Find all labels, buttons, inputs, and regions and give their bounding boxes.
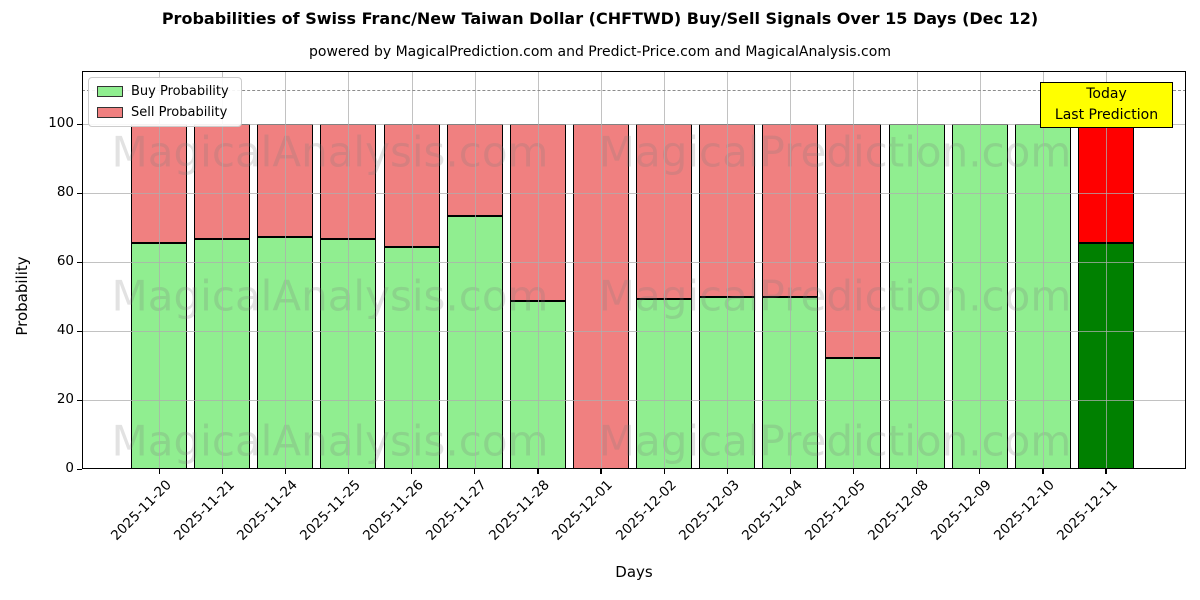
y-tick-label: 40 xyxy=(56,322,74,339)
h-gridline xyxy=(82,262,1186,264)
y-tick-mark xyxy=(77,123,82,125)
watermark-text: MagicalPrediction.com xyxy=(598,416,1072,466)
v-gridline xyxy=(790,71,792,469)
h-gridline xyxy=(82,193,1186,195)
v-gridline xyxy=(727,71,729,469)
watermark-text: MagicalPrediction.com xyxy=(598,271,1072,321)
chart-subtitle: powered by MagicalPrediction.com and Pre… xyxy=(309,44,891,60)
x-axis-title: Days xyxy=(615,563,653,581)
watermark-text: MagicalPrediction.com xyxy=(598,127,1072,177)
y-tick-mark xyxy=(77,261,82,263)
legend-item-sell: Sell Probability xyxy=(97,105,229,120)
legend: Buy Probability Sell Probability xyxy=(88,77,242,127)
x-tick-mark xyxy=(1105,469,1107,474)
plot-area: MagicalAnalysis.com MagicalPrediction.com… xyxy=(82,71,1186,469)
x-tick-mark xyxy=(852,469,855,474)
x-tick-mark xyxy=(284,469,287,474)
y-tick-label: 100 xyxy=(48,115,74,132)
x-tick-mark xyxy=(789,469,792,474)
x-tick-mark xyxy=(726,469,728,474)
x-tick-mark xyxy=(600,469,602,474)
x-tick-label: 2025-12-11 xyxy=(1054,477,1122,544)
v-gridline xyxy=(853,71,855,469)
x-tick-mark xyxy=(916,469,918,474)
x-tick-mark xyxy=(158,469,160,474)
sell-probability-swatch xyxy=(97,107,123,118)
x-tick-label: 2025-11-20 xyxy=(107,477,175,544)
y-tick-mark xyxy=(77,192,82,194)
x-tick-label: 2025-12-09 xyxy=(928,477,996,544)
v-gridline xyxy=(474,71,476,469)
y-tick-mark xyxy=(77,468,82,470)
y-tick-label: 0 xyxy=(65,460,74,476)
v-gridline xyxy=(1105,71,1107,469)
x-tick-label: 2025-12-01 xyxy=(549,477,617,544)
v-gridline xyxy=(411,71,413,469)
buy-probability-swatch xyxy=(97,86,123,97)
x-tick-label: 2025-11-26 xyxy=(360,477,427,544)
annotation-line1: Today xyxy=(1086,86,1127,102)
v-gridline xyxy=(1042,71,1044,469)
x-tick-mark xyxy=(663,469,665,474)
today-annotation-box: Today Last Prediction xyxy=(1040,82,1173,128)
x-tick-label: 2025-12-08 xyxy=(865,477,932,544)
chart-title: Probabilities of Swiss Franc/New Taiwan … xyxy=(161,9,1039,28)
x-tick-label: 2025-12-10 xyxy=(991,477,1059,544)
buy-legend-label: Buy Probability xyxy=(131,84,229,99)
y-tick-mark xyxy=(77,330,82,332)
h-gridline xyxy=(82,400,1186,402)
x-tick-label: 2025-12-05 xyxy=(801,477,869,544)
v-gridline xyxy=(537,71,539,469)
x-tick-label: 2025-11-28 xyxy=(486,477,554,544)
y-tick-label: 60 xyxy=(56,253,74,270)
x-tick-label: 2025-12-02 xyxy=(612,477,680,544)
threshold-dashed-line xyxy=(82,89,1186,91)
annotation-line2: Last Prediction xyxy=(1054,107,1159,123)
x-tick-mark xyxy=(1042,469,1044,474)
x-tick-mark xyxy=(979,469,981,474)
y-tick-mark xyxy=(77,399,82,401)
h-gridline xyxy=(82,124,1186,126)
x-tick-label: 2025-11-27 xyxy=(423,477,490,544)
grid-layer xyxy=(82,71,1186,469)
x-tick-label: 2025-11-24 xyxy=(233,477,301,544)
sell-legend-label: Sell Probability xyxy=(131,105,228,120)
x-tick-mark xyxy=(537,469,539,474)
x-tick-label: 2025-12-03 xyxy=(675,477,743,544)
x-tick-mark xyxy=(411,469,413,474)
x-tick-label: 2025-12-04 xyxy=(738,477,806,544)
x-tick-mark xyxy=(347,469,350,474)
y-axis-title: Probability xyxy=(13,256,31,336)
v-gridline xyxy=(979,71,981,469)
v-gridline xyxy=(600,71,602,469)
v-gridline xyxy=(916,71,918,469)
v-gridline xyxy=(222,71,224,469)
x-tick-label: 2025-11-21 xyxy=(170,477,238,544)
x-tick-label: 2025-11-25 xyxy=(296,477,364,544)
x-tick-mark xyxy=(221,469,223,474)
v-gridline xyxy=(348,71,350,469)
x-tick-mark xyxy=(474,469,476,474)
h-gridline xyxy=(82,331,1186,333)
y-tick-label: 20 xyxy=(56,391,74,408)
v-gridline xyxy=(285,71,287,469)
v-gridline xyxy=(664,71,666,469)
v-gridline xyxy=(159,71,160,469)
legend-item-buy: Buy Probability xyxy=(97,84,229,99)
y-tick-label: 80 xyxy=(56,184,74,201)
